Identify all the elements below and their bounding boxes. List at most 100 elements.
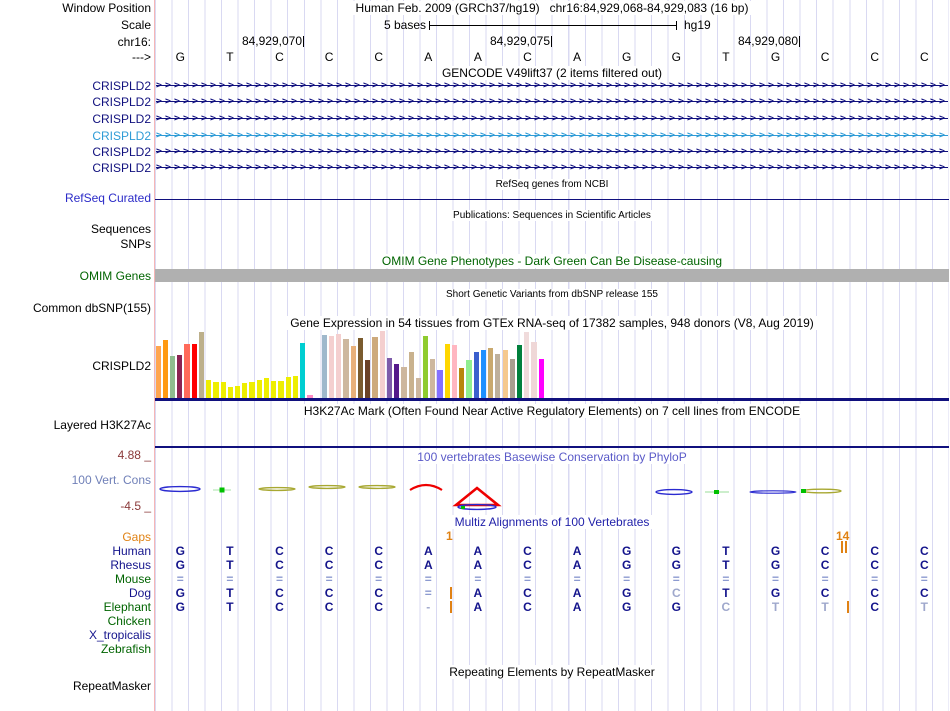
gencode-transcript-line[interactable]: >>>>>>>>>>>>>>>>>>>>>>>>>>>>>>>>>>>>>>>>… [156,162,948,173]
h3k27ac-title-text[interactable]: H3K27Ac Mark (Often Found Near Active Re… [300,404,804,418]
multiz-species-label-chicken[interactable]: Chicken [107,614,151,628]
gtex-tissue-bar[interactable] [198,332,205,399]
multiz-species-label-zebrafish[interactable]: Zebrafish [100,642,151,656]
gtex-tissue-bar[interactable] [256,380,262,399]
gtex-tissue-bar[interactable] [343,339,349,399]
multiz-species-label-rhesus[interactable]: Rhesus [110,558,151,572]
multiz-species-label-dog[interactable]: Dog [128,586,151,600]
multiz-species-label-elephant[interactable]: Elephant [103,600,151,614]
gtex-tissue-bar[interactable] [350,346,356,399]
gtex-tissue-bar[interactable] [321,335,327,399]
multiz-aligned-base: A [423,544,433,558]
multiz-species-label-x_tropicalis[interactable]: X_tropicalis [88,628,151,642]
gtex-tissue-bar[interactable] [213,382,219,399]
gtex-tissue-bar[interactable] [509,359,515,399]
gtex-tissue-bar[interactable] [488,348,494,399]
gtex-tissue-bar[interactable] [292,376,299,399]
gtex-tissue-bar[interactable] [220,382,226,399]
gtex-tissue-bar[interactable] [263,378,270,399]
gencode-transcript-line[interactable]: >>>>>>>>>>>>>>>>>>>>>>>>>>>>>>>>>>>>>>>>… [156,130,948,141]
gtex-tissue-bar[interactable] [437,370,443,399]
gtex-tissue-bar[interactable] [300,343,306,399]
layered-h3k27ac-label[interactable]: Layered H3K27Ac [53,418,151,432]
phylop-title-text[interactable]: 100 vertebrates Basewise Conservation by… [414,450,690,464]
repeatmasker-title-text[interactable]: Repeating Elements by RepeatMasker [446,665,658,679]
gtex-tissue-bar[interactable] [162,340,168,399]
gtex-tissue-bar[interactable] [415,378,421,399]
gtex-tissue-bar[interactable] [372,337,378,399]
refseq-curated-label[interactable]: RefSeq Curated [64,191,151,205]
gtex-tissue-bar[interactable] [401,367,407,399]
gtex-tissue-bar[interactable] [206,380,212,399]
gtex-tissue-bar[interactable] [227,387,233,399]
gtex-tissue-bar[interactable] [430,359,436,399]
gtex-tissue-bar[interactable] [473,352,479,399]
gencode-transcript-label[interactable]: CRISPLD2 [92,145,151,159]
multiz-title-text[interactable]: Multiz Alignments of 100 Vertebrates [451,515,653,529]
gtex-tissue-bar[interactable] [466,360,472,399]
gencode-transcript-line[interactable]: >>>>>>>>>>>>>>>>>>>>>>>>>>>>>>>>>>>>>>>>… [156,96,948,107]
multiz-gaps-label[interactable]: Gaps [122,530,151,544]
refseq-curated-gene-line[interactable] [155,199,949,200]
gtex-tissue-bar[interactable] [517,345,523,399]
gencode-transcript-label[interactable]: CRISPLD2 [92,95,151,109]
common-dbsnp-label[interactable]: Common dbSNP(155) [32,301,151,315]
gtex-tissue-bar[interactable] [357,338,364,399]
gtex-gene-label[interactable]: CRISPLD2 [92,359,151,373]
gtex-tissue-bar[interactable] [423,336,429,399]
multiz-aligned-base: T [226,544,234,558]
multiz-species-label-human[interactable]: Human [112,544,151,558]
gencode-transcript-label[interactable]: CRISPLD2 [92,161,151,175]
gtex-tissue-bar[interactable] [451,345,458,399]
phylop-track-label[interactable]: 100 Vert. Cons [71,473,151,487]
gtex-title-text[interactable]: Gene Expression in 54 tissues from GTEx … [287,316,817,330]
gtex-tissue-bar[interactable] [502,350,508,399]
gencode-transcript-line[interactable]: >>>>>>>>>>>>>>>>>>>>>>>>>>>>>>>>>>>>>>>>… [156,146,948,157]
gencode-title-text[interactable]: GENCODE V49lift37 (2 items filtered out) [438,66,666,80]
gencode-transcript-label[interactable]: CRISPLD2 [92,129,151,143]
refseq-title-text[interactable]: RefSeq genes from NCBI [492,179,612,190]
gtex-tissue-bar[interactable] [169,356,176,399]
gencode-transcript-label[interactable]: CRISPLD2 [92,79,151,93]
omim-gene-bar[interactable] [155,269,949,282]
gtex-tissue-bar[interactable] [249,382,255,399]
omim-genes-label[interactable]: OMIM Genes [79,269,151,283]
strand-direction-label[interactable]: ---> [132,50,151,64]
gtex-tissue-bar[interactable] [386,358,393,399]
gtex-tissue-bar[interactable] [336,334,342,399]
gtex-tissue-bar[interactable] [278,381,284,399]
sequences-label[interactable]: Sequences [90,222,151,236]
snps-label[interactable]: SNPs [120,237,151,251]
gencode-transcript-line[interactable]: >>>>>>>>>>>>>>>>>>>>>>>>>>>>>>>>>>>>>>>>… [156,113,948,124]
gtex-tissue-bar[interactable] [271,381,277,399]
gtex-tissue-bar[interactable] [495,354,501,399]
gtex-tissue-bar[interactable] [379,331,385,399]
gtex-tissue-bar[interactable] [531,342,537,399]
publications-title-text[interactable]: Publications: Sequences in Scientific Ar… [450,210,654,221]
gtex-tissue-bar[interactable] [307,395,313,399]
gtex-tissue-bar[interactable] [242,383,248,399]
gtex-tissue-bar[interactable] [329,336,335,399]
multiz-species-label-mouse[interactable]: Mouse [114,572,151,586]
gtex-tissue-bar[interactable] [459,368,465,399]
gtex-tissue-bar[interactable] [480,350,487,399]
gtex-tissue-bar[interactable] [394,364,400,399]
gencode-transcript-line[interactable]: >>>>>>>>>>>>>>>>>>>>>>>>>>>>>>>>>>>>>>>>… [156,80,948,91]
gtex-tissue-bar[interactable] [285,377,291,399]
gtex-tissue-bar[interactable] [191,344,197,399]
gtex-tissue-bar[interactable] [184,344,190,399]
gtex-tissue-bar[interactable] [365,360,371,399]
transcript-intron-line [156,151,948,153]
gtex-tissue-bar[interactable] [444,344,450,399]
repeatmasker-label[interactable]: RepeatMasker [72,679,151,693]
gtex-tissue-bar[interactable] [155,346,161,399]
gtex-tissue-bar[interactable] [408,352,414,399]
omim-title-text[interactable]: OMIM Gene Phenotypes - Dark Green Can Be… [378,254,726,268]
dbsnp-title-text[interactable]: Short Genetic Variants from dbSNP releas… [443,289,661,300]
gtex-tissue-bar[interactable] [538,359,544,399]
gtex-tissue-bar[interactable] [524,332,530,399]
gtex-tissue-bar[interactable] [177,355,183,399]
gencode-transcript-label[interactable]: CRISPLD2 [92,112,151,126]
gtex-tissue-bar[interactable] [235,386,241,399]
